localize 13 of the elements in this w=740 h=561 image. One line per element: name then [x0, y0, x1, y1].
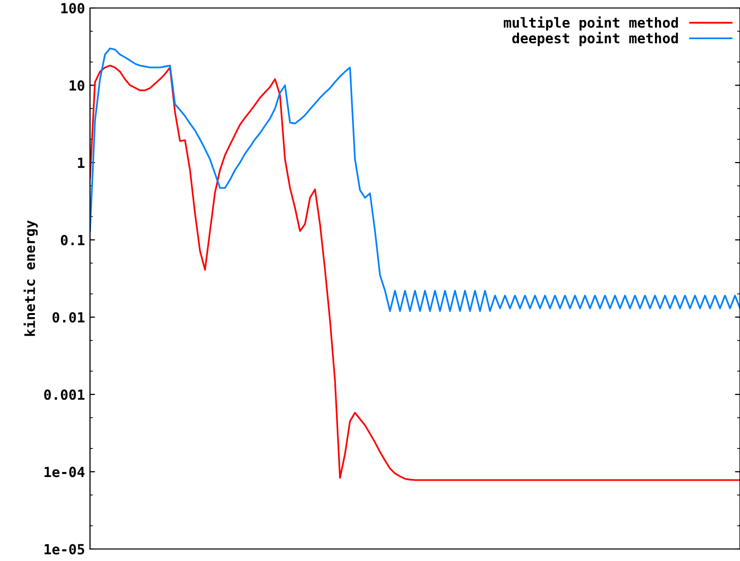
y-tick-label: 100: [61, 2, 84, 14]
y-tick-label: 1: [78, 158, 84, 168]
legend-label: deepest point method: [512, 32, 678, 46]
y-axis-title: kinetic energy: [24, 220, 38, 336]
y-tick-label: 0.01: [52, 312, 84, 323]
y-tick-label: 0.001: [44, 389, 84, 400]
y-tick-label: 1e-04: [44, 466, 85, 478]
y-tick-label: 1e-05: [44, 544, 84, 554]
y-tick-label: 10: [70, 80, 84, 91]
y-tick-label: 0.1: [60, 234, 84, 246]
legend-label: multiple point method: [504, 16, 678, 31]
line-series: [90, 48, 740, 312]
line-series: [90, 64, 740, 481]
